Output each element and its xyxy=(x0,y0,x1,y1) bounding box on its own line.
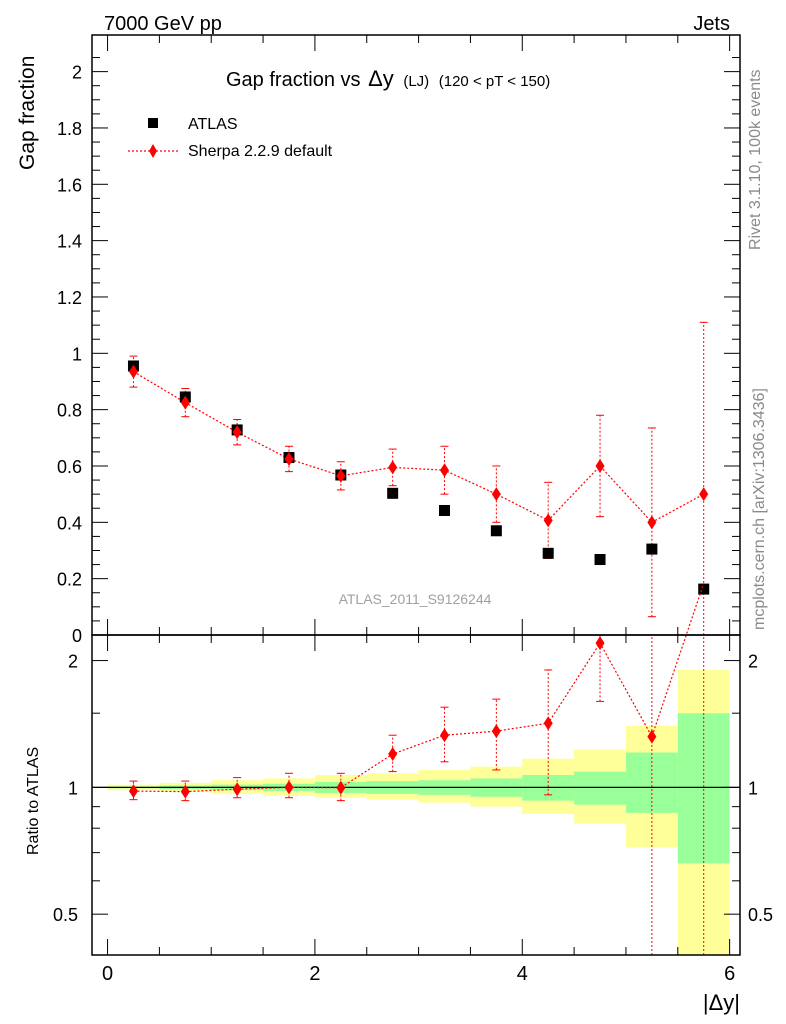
atlas-data-point xyxy=(439,504,451,516)
main-panel: 0 0.2 0.4 0.6 0.8 1 1.2 1.4 1.6 1.8 2 Gap fraction… xyxy=(57,34,741,646)
mc-data-point xyxy=(232,425,242,440)
xtick-label: 0 xyxy=(102,963,113,985)
ratio-mc-point xyxy=(128,784,138,799)
atlas-data-point xyxy=(646,543,658,555)
legend-mc-marker xyxy=(149,144,157,158)
ratio-mc-point xyxy=(388,747,398,762)
main-ytick-label: 1.6 xyxy=(57,175,82,195)
atlas-data-point xyxy=(698,583,710,595)
mc-data-point xyxy=(180,395,190,410)
ratio-ytick-label: 1 xyxy=(68,778,78,798)
header-left: 7000 GeV pp xyxy=(104,13,222,35)
main-ylabel: Gap fraction xyxy=(16,56,39,170)
title-range: (120 < pT < 150) xyxy=(439,73,550,90)
ratio-mc-point xyxy=(284,780,294,795)
mc-data-point xyxy=(699,487,709,502)
mc-data-point xyxy=(595,458,605,473)
rivet-version-label: Rivet 3.1.10, 100k events xyxy=(747,69,764,250)
mc-data-point xyxy=(647,515,657,530)
main-ytick-label: 1 xyxy=(72,344,82,364)
analysis-watermark: ATLAS_2011_S9126244 xyxy=(339,591,492,607)
main-ytick-label: 1.8 xyxy=(57,119,82,139)
ratio-ytick-label-right: 0.5 xyxy=(748,905,773,925)
atlas-data-point xyxy=(387,487,399,499)
main-title: Gap fraction vs Δy (LJ) (120 < pT < 150) xyxy=(226,66,550,91)
main-ytick-label: 1.2 xyxy=(57,288,82,308)
ratio-band-inner xyxy=(574,771,626,805)
main-ytick-label: 0 xyxy=(72,626,82,646)
xtick-label: 2 xyxy=(309,963,320,985)
ratio-ytick-label-right: 1 xyxy=(748,778,758,798)
ratio-mc-point xyxy=(595,636,605,651)
mc-data-point xyxy=(543,513,553,528)
mc-data-point xyxy=(491,487,501,502)
ratio-mc-point xyxy=(440,728,450,743)
atlas-data-point xyxy=(542,547,554,559)
main-ytick-label: 1.4 xyxy=(57,232,82,252)
atlas-data-point xyxy=(594,554,606,566)
atlas-data-point xyxy=(490,525,502,537)
title-main: Gap fraction vs xyxy=(226,69,361,91)
ratio-mc-point xyxy=(543,716,553,731)
ratio-ytick-label-right: 2 xyxy=(748,652,758,672)
ratio-mc-line xyxy=(133,583,705,793)
mc-data-point xyxy=(440,463,450,478)
legend-mc-label: Sherpa 2.2.9 default xyxy=(188,143,333,160)
xtick-label: 4 xyxy=(517,963,528,985)
legend-data-marker xyxy=(148,118,158,128)
ratio-mc-point xyxy=(491,724,501,739)
main-ytick-label: 0.6 xyxy=(57,457,82,477)
mc-data-point xyxy=(284,451,294,466)
legend-data-label: ATLAS xyxy=(188,116,238,133)
ratio-ylabel: Ratio to ATLAS xyxy=(25,747,42,855)
ratio-mc-point xyxy=(180,784,190,799)
mc-series-line xyxy=(133,371,704,524)
legend: ATLAS Sherpa 2.2.9 default xyxy=(128,116,333,160)
ratio-mc-point xyxy=(336,780,346,795)
main-ytick-label: 0.2 xyxy=(57,570,82,590)
ratio-mc-point xyxy=(232,782,242,797)
ratio-mc-point xyxy=(647,729,657,744)
main-ytick-label: 0.8 xyxy=(57,401,82,421)
mc-data-point xyxy=(388,460,398,475)
mc-data-point xyxy=(128,364,138,379)
ratio-ytick-label: 0.5 xyxy=(53,905,78,925)
xtick-label: 6 xyxy=(724,963,735,985)
mcplots-label: mcplots.cern.ch [arXiv:1306.3436] xyxy=(751,388,768,630)
xaxis-label: |Δy| xyxy=(703,990,740,1015)
ratio-band-inner xyxy=(677,713,730,864)
title-subscript: (LJ) xyxy=(403,73,429,90)
ratio-frame xyxy=(91,634,741,956)
main-ytick-label: 0.4 xyxy=(57,513,82,533)
mc-data-point xyxy=(336,468,346,483)
ratio-panel: 0.5 0.5 1 1 2 2 0 2 4 6 xyxy=(53,583,773,985)
ratio-ytick-label: 2 xyxy=(68,652,78,672)
main-ytick-label: 2 xyxy=(72,63,82,83)
header-right: Jets xyxy=(693,13,730,35)
title-variable: Δy xyxy=(368,66,394,91)
